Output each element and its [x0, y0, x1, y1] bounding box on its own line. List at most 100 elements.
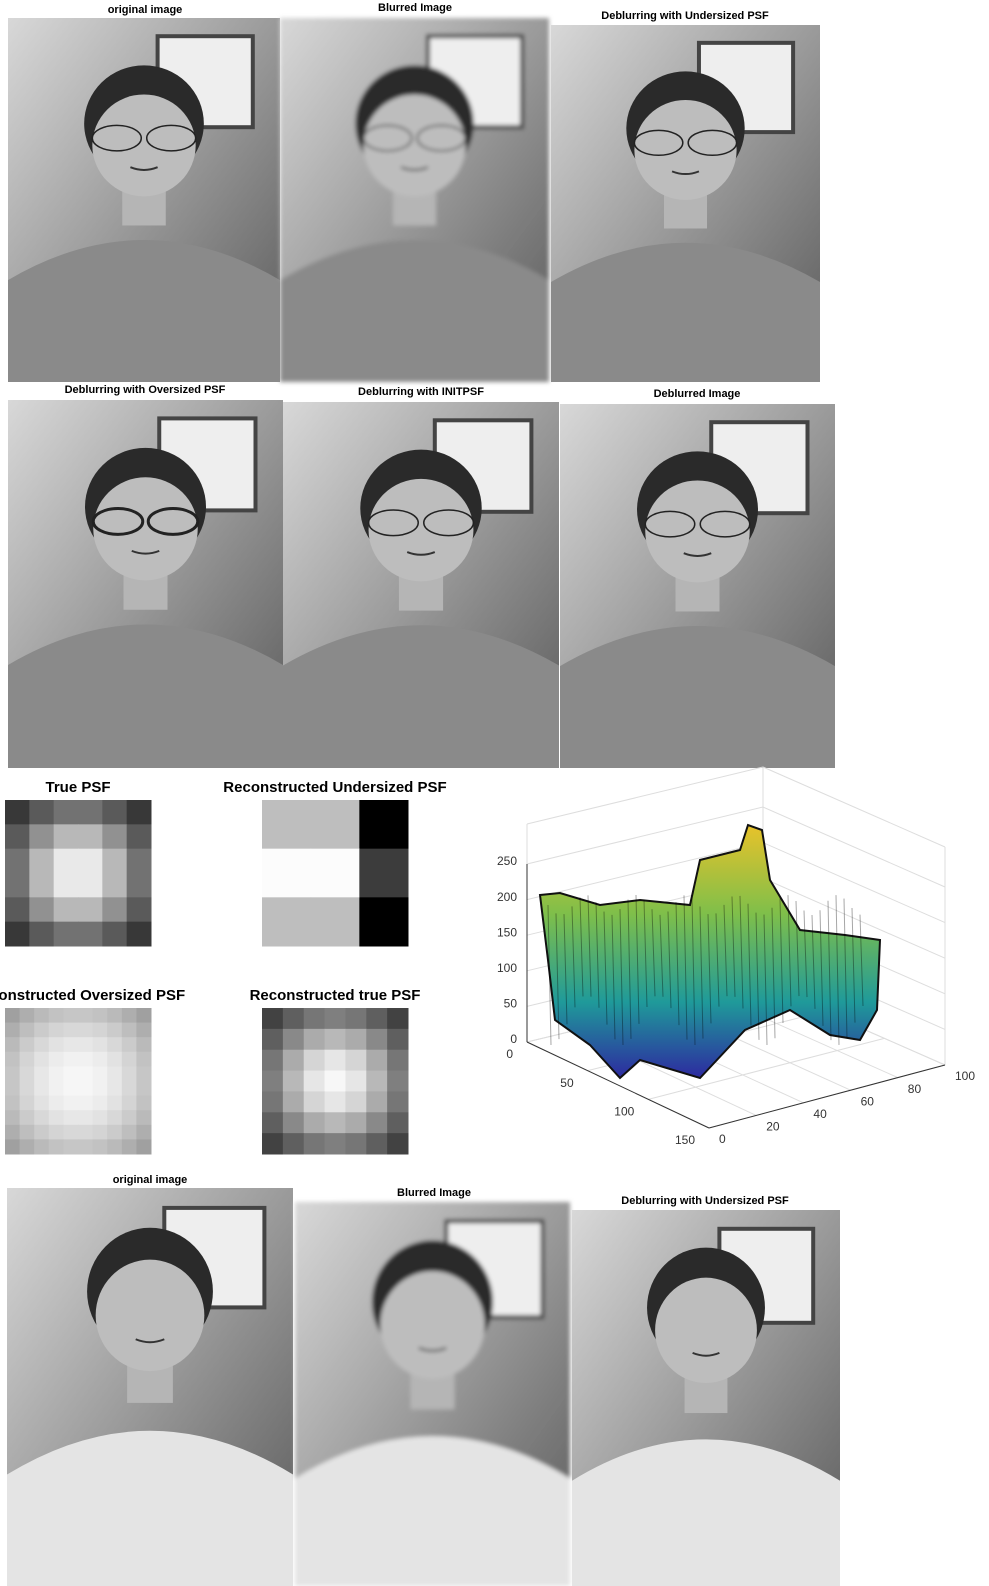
psf-cell: [359, 849, 408, 898]
psf-cell: [20, 1139, 35, 1154]
psf-cell: [49, 1052, 64, 1067]
psf-cell: [29, 897, 54, 922]
psf-cell: [63, 1008, 78, 1023]
x-tick-label: 100: [614, 1105, 634, 1119]
panel-title: Deblurred Image: [654, 388, 741, 400]
psf-cell: [102, 849, 127, 874]
psf-cell: [359, 897, 408, 946]
psf-cell: [5, 800, 30, 825]
psf-cell: [122, 1023, 137, 1038]
photo-face: [92, 94, 195, 196]
psf-cell: [63, 1110, 78, 1125]
psf-cell: [34, 1023, 49, 1038]
psf-cell: [262, 849, 311, 898]
psf-cell: [325, 1133, 346, 1154]
psf-cell: [78, 1110, 93, 1125]
psf-cell: [102, 922, 127, 947]
psf-cell: [387, 1133, 408, 1154]
z-tick-label: 100: [497, 961, 517, 975]
y-tick-label: 60: [861, 1094, 875, 1108]
y-tick-label: 0: [719, 1132, 726, 1146]
photo-face: [380, 1271, 485, 1379]
psf-cell: [387, 1071, 408, 1092]
psf-cell: [93, 1125, 108, 1140]
psf-cell: [34, 1052, 49, 1067]
y-tick-label: 100: [955, 1069, 975, 1083]
photo: [8, 18, 280, 382]
x-tick-label: 150: [675, 1133, 695, 1147]
psf-cell: [29, 849, 54, 874]
psf-cell: [127, 849, 152, 874]
psf-cell: [107, 1008, 122, 1023]
psf-cell: [63, 1037, 78, 1052]
psf-cell: [366, 1112, 387, 1133]
psf-cell: [20, 1081, 35, 1096]
psf-cell: [366, 1050, 387, 1071]
panel-title: Reconstructed Undersized PSF: [223, 779, 446, 796]
y-tick-label: 40: [813, 1107, 827, 1121]
psf-cell: [34, 1139, 49, 1154]
psf-cell: [63, 1066, 78, 1081]
psf-cell: [54, 873, 79, 898]
photo-body: [572, 1439, 840, 1586]
psf-cell: [93, 1081, 108, 1096]
psf-cell: [5, 922, 30, 947]
psf-cell: [34, 1008, 49, 1023]
psf-cell: [49, 1110, 64, 1125]
psf-cell: [93, 1110, 108, 1125]
psf-cell: [78, 1125, 93, 1140]
photo: [560, 404, 835, 768]
psf-cell: [107, 1023, 122, 1038]
psf-cell: [345, 1008, 366, 1029]
psf-cell: [102, 824, 127, 849]
page: original imageBlurred ImageDeblurring wi…: [0, 0, 989, 1586]
psf-cell: [107, 1110, 122, 1125]
psf-cell: [107, 1096, 122, 1111]
psf-cell: [63, 1023, 78, 1038]
psf-cell: [5, 1052, 20, 1067]
psf-cell: [366, 1091, 387, 1112]
psf-cell: [54, 800, 79, 825]
z-tick-label: 150: [497, 925, 517, 939]
panel-title: Deblurring with INITPSF: [358, 386, 484, 398]
panel-title: Deblurring with Undersized PSF: [621, 1195, 789, 1207]
psf-cell: [366, 1071, 387, 1092]
psf-cell: [93, 1008, 108, 1023]
psf-cell: [107, 1139, 122, 1154]
psf-cell: [93, 1037, 108, 1052]
psf-cell: [387, 1091, 408, 1112]
z-tick-label: 250: [497, 854, 517, 868]
psf-cell: [5, 1125, 20, 1140]
psf-cell: [5, 897, 30, 922]
panel-title: Blurred Image: [378, 2, 452, 14]
psf-cell: [262, 800, 311, 849]
psf-cell: [63, 1139, 78, 1154]
psf-cell: [54, 849, 79, 874]
psf-cell: [20, 1008, 35, 1023]
psf-cell: [78, 1139, 93, 1154]
photo-body: [295, 1436, 570, 1586]
photo: [8, 400, 283, 768]
photo: [551, 25, 820, 382]
psf-cell: [387, 1112, 408, 1133]
psf-cell: [136, 1110, 151, 1125]
psf-cell: [34, 1125, 49, 1140]
panel-title: Deblurring with Undersized PSF: [601, 10, 769, 22]
psf-cell: [78, 1023, 93, 1038]
photo-body: [8, 624, 283, 768]
photo-body: [8, 240, 280, 382]
psf-cell: [136, 1008, 151, 1023]
psf-cell: [122, 1052, 137, 1067]
psf-cell: [78, 922, 103, 947]
psf-cell: [34, 1110, 49, 1125]
psf-cell: [304, 1091, 325, 1112]
psf-cell: [283, 1008, 304, 1029]
psf-cell: [49, 1096, 64, 1111]
photo-body: [560, 626, 835, 768]
psf-cell: [122, 1008, 137, 1023]
psf-cell: [29, 800, 54, 825]
psf-cell: [283, 1091, 304, 1112]
photo-face: [93, 477, 198, 580]
psf-cell: [366, 1133, 387, 1154]
psf-cell: [136, 1081, 151, 1096]
